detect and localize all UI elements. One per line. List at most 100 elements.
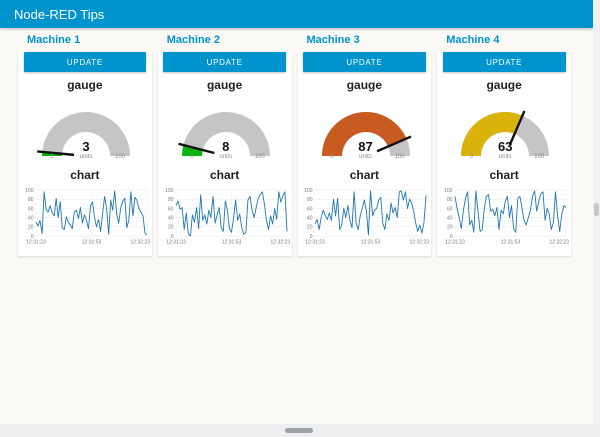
chart-widget: chart 0 20 40 60 80 100 12:31:23 12:31:53 12:32:… <box>437 169 571 250</box>
svg-text:0: 0 <box>170 234 173 240</box>
gauge-min-label: 0 <box>329 154 334 160</box>
gauge-value: 3 <box>82 139 90 154</box>
machine-group-title: Machine 3 <box>306 34 360 46</box>
svg-text:100: 100 <box>165 188 174 194</box>
gauge-body: 87 units 0 100 <box>298 96 434 162</box>
svg-text:12:32:23: 12:32:23 <box>410 240 430 246</box>
svg-text:40: 40 <box>28 216 34 222</box>
chart-widget: chart 0 20 40 60 80 100 12:31:23 12:31:53 12:32:… <box>158 169 292 250</box>
svg-text:12:31:23: 12:31:23 <box>306 240 326 246</box>
svg-text:100: 100 <box>444 188 453 194</box>
line-chart: 0 20 40 60 80 100 12:31:23 12:31:53 12:32:23 <box>25 188 150 246</box>
svg-text:12:32:23: 12:32:23 <box>550 240 570 246</box>
gauge-body: 3 units 0 100 <box>18 96 154 162</box>
gauge-value: 63 <box>498 139 513 154</box>
svg-text:20: 20 <box>28 225 34 231</box>
machine-card: UPDATE gauge 3 units 0 100 chart 0 20 40 60… <box>18 52 152 256</box>
svg-text:40: 40 <box>447 216 453 222</box>
update-button[interactable]: UPDATE <box>163 52 286 72</box>
line-chart: 0 20 40 60 80 100 12:31:23 12:31:53 12:32:23 <box>165 188 290 246</box>
svg-text:60: 60 <box>447 206 453 212</box>
gauge-units-label: units <box>498 154 512 160</box>
svg-text:0: 0 <box>310 234 313 240</box>
svg-text:0: 0 <box>31 234 34 240</box>
svg-text:20: 20 <box>447 225 453 231</box>
gauge-min-label: 0 <box>190 154 194 160</box>
gauge-min-label: 0 <box>50 154 54 160</box>
gauge-units-label: units <box>359 154 372 160</box>
gauge-body: 63 units 0 100 <box>437 96 573 162</box>
gauge-widget: gauge 8 units 0 100 <box>158 79 292 162</box>
machine-column: Machine 1 UPDATE gauge 3 units 0 100 cha… <box>18 34 152 256</box>
update-button[interactable]: UPDATE <box>303 52 426 72</box>
svg-text:80: 80 <box>168 197 174 203</box>
chart-title: chart <box>489 168 519 182</box>
machine-columns: Machine 1 UPDATE gauge 3 units 0 100 cha… <box>18 34 571 256</box>
machine-column: Machine 3 UPDATE gauge 87 units 0 100 ch… <box>297 34 432 256</box>
horizontal-scrollbar-thumb[interactable] <box>285 428 313 433</box>
chart-widget: chart 0 20 40 60 80 100 12:31:23 12:31:53 12:32:… <box>18 169 152 250</box>
gauge-title: gauge <box>206 78 243 92</box>
machine-group-title: Machine 2 <box>166 34 220 46</box>
machine-column: Machine 4 UPDATE gauge 63 units 0 100 ch… <box>437 34 571 256</box>
chart-title: chart <box>70 168 100 182</box>
gauge-widget: gauge 87 units 0 100 <box>298 79 432 162</box>
machine-group-title: Machine 1 <box>27 34 81 46</box>
svg-text:80: 80 <box>307 197 313 203</box>
chart-title: chart <box>349 168 380 182</box>
chart-title: chart <box>209 168 240 182</box>
machine-column: Machine 2 UPDATE gauge 8 units 0 100 cha… <box>157 34 292 256</box>
gauge-title: gauge <box>486 78 522 92</box>
page-title: Node-RED Tips <box>14 6 105 22</box>
machine-group-title: Machine 4 <box>446 34 500 46</box>
svg-text:12:31:53: 12:31:53 <box>361 240 381 246</box>
svg-text:60: 60 <box>307 206 313 212</box>
machine-card: UPDATE gauge 8 units 0 100 chart 0 20 40 60… <box>157 52 292 256</box>
svg-text:40: 40 <box>307 216 313 222</box>
chart-widget: chart 0 20 40 60 80 100 12:31:23 12:31:53 12:32:… <box>298 169 432 250</box>
gauge-value: 87 <box>358 139 373 154</box>
gauge-widget: gauge 3 units 0 100 <box>18 79 152 162</box>
machine-card: UPDATE gauge 87 units 0 100 chart 0 20 40 6… <box>297 52 432 256</box>
svg-text:12:31:53: 12:31:53 <box>221 240 241 246</box>
gauge-arc <box>461 110 550 156</box>
gauge-max-label: 100 <box>254 154 265 160</box>
update-button[interactable]: UPDATE <box>23 52 147 72</box>
svg-text:12:31:23: 12:31:23 <box>445 240 465 246</box>
svg-text:12:32:23: 12:32:23 <box>270 240 290 246</box>
gauge-arc <box>321 111 411 156</box>
svg-text:60: 60 <box>28 206 34 212</box>
vertical-scrollbar[interactable] <box>593 0 600 424</box>
update-button[interactable]: UPDATE <box>442 52 566 72</box>
app-header: Node-RED Tips <box>0 0 593 28</box>
vertical-scrollbar-thumb[interactable] <box>594 203 599 216</box>
gauge-arc <box>37 112 130 157</box>
gauge-body: 8 units 0 100 <box>158 96 294 162</box>
svg-text:60: 60 <box>168 206 174 212</box>
svg-text:12:31:23: 12:31:23 <box>26 240 46 246</box>
gauge-title: gauge <box>67 78 103 92</box>
gauge-min-label: 0 <box>469 154 473 160</box>
svg-text:100: 100 <box>305 188 314 194</box>
svg-text:12:31:23: 12:31:23 <box>166 240 186 246</box>
gauge-max-label: 100 <box>534 154 545 160</box>
svg-text:80: 80 <box>28 197 34 203</box>
gauge-max-label: 100 <box>114 154 125 160</box>
line-chart: 0 20 40 60 80 100 12:31:23 12:31:53 12:32:23 <box>444 188 570 246</box>
horizontal-scrollbar[interactable] <box>0 424 600 437</box>
gauge-arc <box>177 112 270 156</box>
gauge-units-label: units <box>79 154 93 160</box>
gauge-widget: gauge 63 units 0 100 <box>437 79 571 162</box>
line-chart: 0 20 40 60 80 100 12:31:23 12:31:53 12:32:23 <box>305 188 430 246</box>
machine-card: UPDATE gauge 63 units 0 100 chart 0 20 40 6… <box>437 52 571 256</box>
svg-text:20: 20 <box>168 225 174 231</box>
svg-text:80: 80 <box>447 197 453 203</box>
svg-text:20: 20 <box>307 225 313 231</box>
gauge-units-label: units <box>219 154 233 160</box>
svg-text:100: 100 <box>25 188 34 194</box>
svg-text:12:31:53: 12:31:53 <box>501 240 521 246</box>
gauge-value: 8 <box>222 139 230 154</box>
gauge-title: gauge <box>346 78 383 92</box>
svg-text:12:31:53: 12:31:53 <box>82 240 102 246</box>
svg-text:40: 40 <box>168 216 174 222</box>
